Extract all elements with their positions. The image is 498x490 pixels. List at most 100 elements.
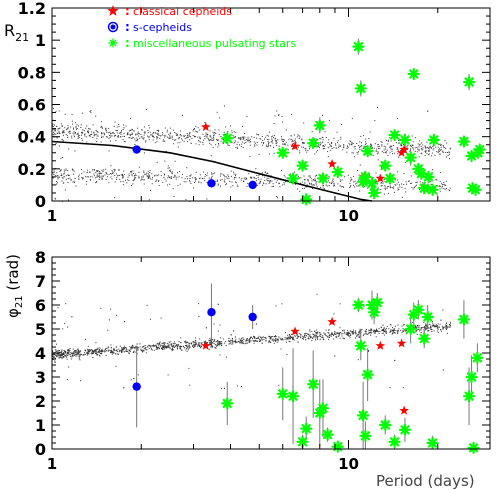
background-point (273, 123, 275, 124)
background-point (212, 346, 214, 348)
background-point (371, 144, 373, 146)
background-point (227, 131, 229, 133)
background-point (102, 175, 104, 177)
background-point (298, 144, 300, 146)
background-point (145, 140, 147, 142)
background-point (440, 330, 442, 332)
background-point (280, 339, 282, 341)
background-point (172, 346, 174, 348)
background-point (186, 135, 188, 137)
background-point (395, 142, 397, 144)
background-point (138, 374, 139, 376)
background-point (327, 336, 329, 338)
background-point (91, 176, 93, 178)
background-point (67, 353, 69, 355)
background-point (328, 332, 330, 334)
background-point (251, 340, 253, 342)
background-point (67, 353, 69, 354)
background-point (437, 327, 439, 329)
background-point (266, 134, 268, 136)
background-point (296, 334, 298, 336)
background-point (284, 338, 286, 340)
background-point (126, 349, 128, 351)
background-point (424, 146, 426, 148)
background-point (57, 182, 58, 184)
background-point (102, 350, 104, 352)
background-point (205, 174, 207, 175)
background-point (419, 144, 421, 146)
background-point (327, 156, 329, 157)
background-point (302, 146, 304, 148)
background-point (441, 187, 443, 189)
background-point (307, 179, 309, 181)
background-point (198, 303, 200, 305)
background-point (78, 174, 80, 176)
background-point (287, 149, 289, 151)
background-point (57, 129, 59, 131)
background-point (294, 171, 296, 173)
background-point (397, 331, 399, 333)
background-point (190, 142, 192, 144)
background-point (398, 188, 400, 190)
background-point (75, 349, 77, 351)
background-point (137, 138, 139, 140)
background-point (166, 184, 168, 186)
background-point (315, 175, 317, 177)
background-point (283, 174, 285, 176)
background-point (90, 110, 92, 111)
background-point (210, 346, 212, 348)
background-point (270, 342, 272, 344)
background-point (423, 326, 425, 328)
background-point (149, 131, 151, 133)
background-point (275, 305, 277, 307)
background-point (100, 133, 102, 135)
background-point (317, 139, 319, 141)
background-point (260, 178, 262, 180)
background-point (430, 326, 432, 328)
background-point (69, 348, 71, 349)
background-point (83, 171, 85, 173)
background-point (260, 138, 262, 140)
background-point (216, 111, 218, 113)
legend: : classical cepheids: s-cepheids: miscellan… (107, 4, 296, 50)
background-point (82, 354, 84, 356)
background-point (223, 131, 225, 133)
background-point (357, 359, 359, 361)
background-point (204, 175, 206, 177)
background-point (110, 351, 112, 353)
background-point (410, 183, 412, 184)
background-point (82, 131, 83, 133)
background-point (119, 350, 121, 352)
background-point (273, 152, 275, 154)
legend-separator: : (125, 20, 130, 34)
background-point (186, 133, 188, 135)
background-point (206, 137, 208, 139)
background-point (145, 348, 146, 350)
background-point (101, 127, 103, 129)
background-point (64, 323, 66, 325)
background-point (270, 336, 272, 338)
background-point (112, 172, 113, 174)
background-point (315, 184, 317, 186)
background-point (355, 330, 356, 332)
background-point (328, 335, 330, 337)
background-point (123, 170, 125, 172)
background-point (218, 343, 220, 345)
background-point (382, 330, 384, 332)
background-point (443, 182, 445, 184)
background-point (109, 135, 111, 136)
background-point (185, 199, 187, 201)
background-point (176, 176, 178, 178)
background-point (87, 348, 89, 350)
background-point (215, 344, 217, 346)
background-point (52, 354, 54, 356)
background-point (136, 139, 138, 141)
background-point (70, 354, 72, 356)
background-point (240, 340, 241, 342)
background-point (334, 185, 335, 187)
background-point (390, 330, 392, 332)
background-point (52, 125, 54, 127)
background-point (130, 347, 132, 349)
background-point (310, 184, 312, 186)
background-point (247, 183, 249, 184)
